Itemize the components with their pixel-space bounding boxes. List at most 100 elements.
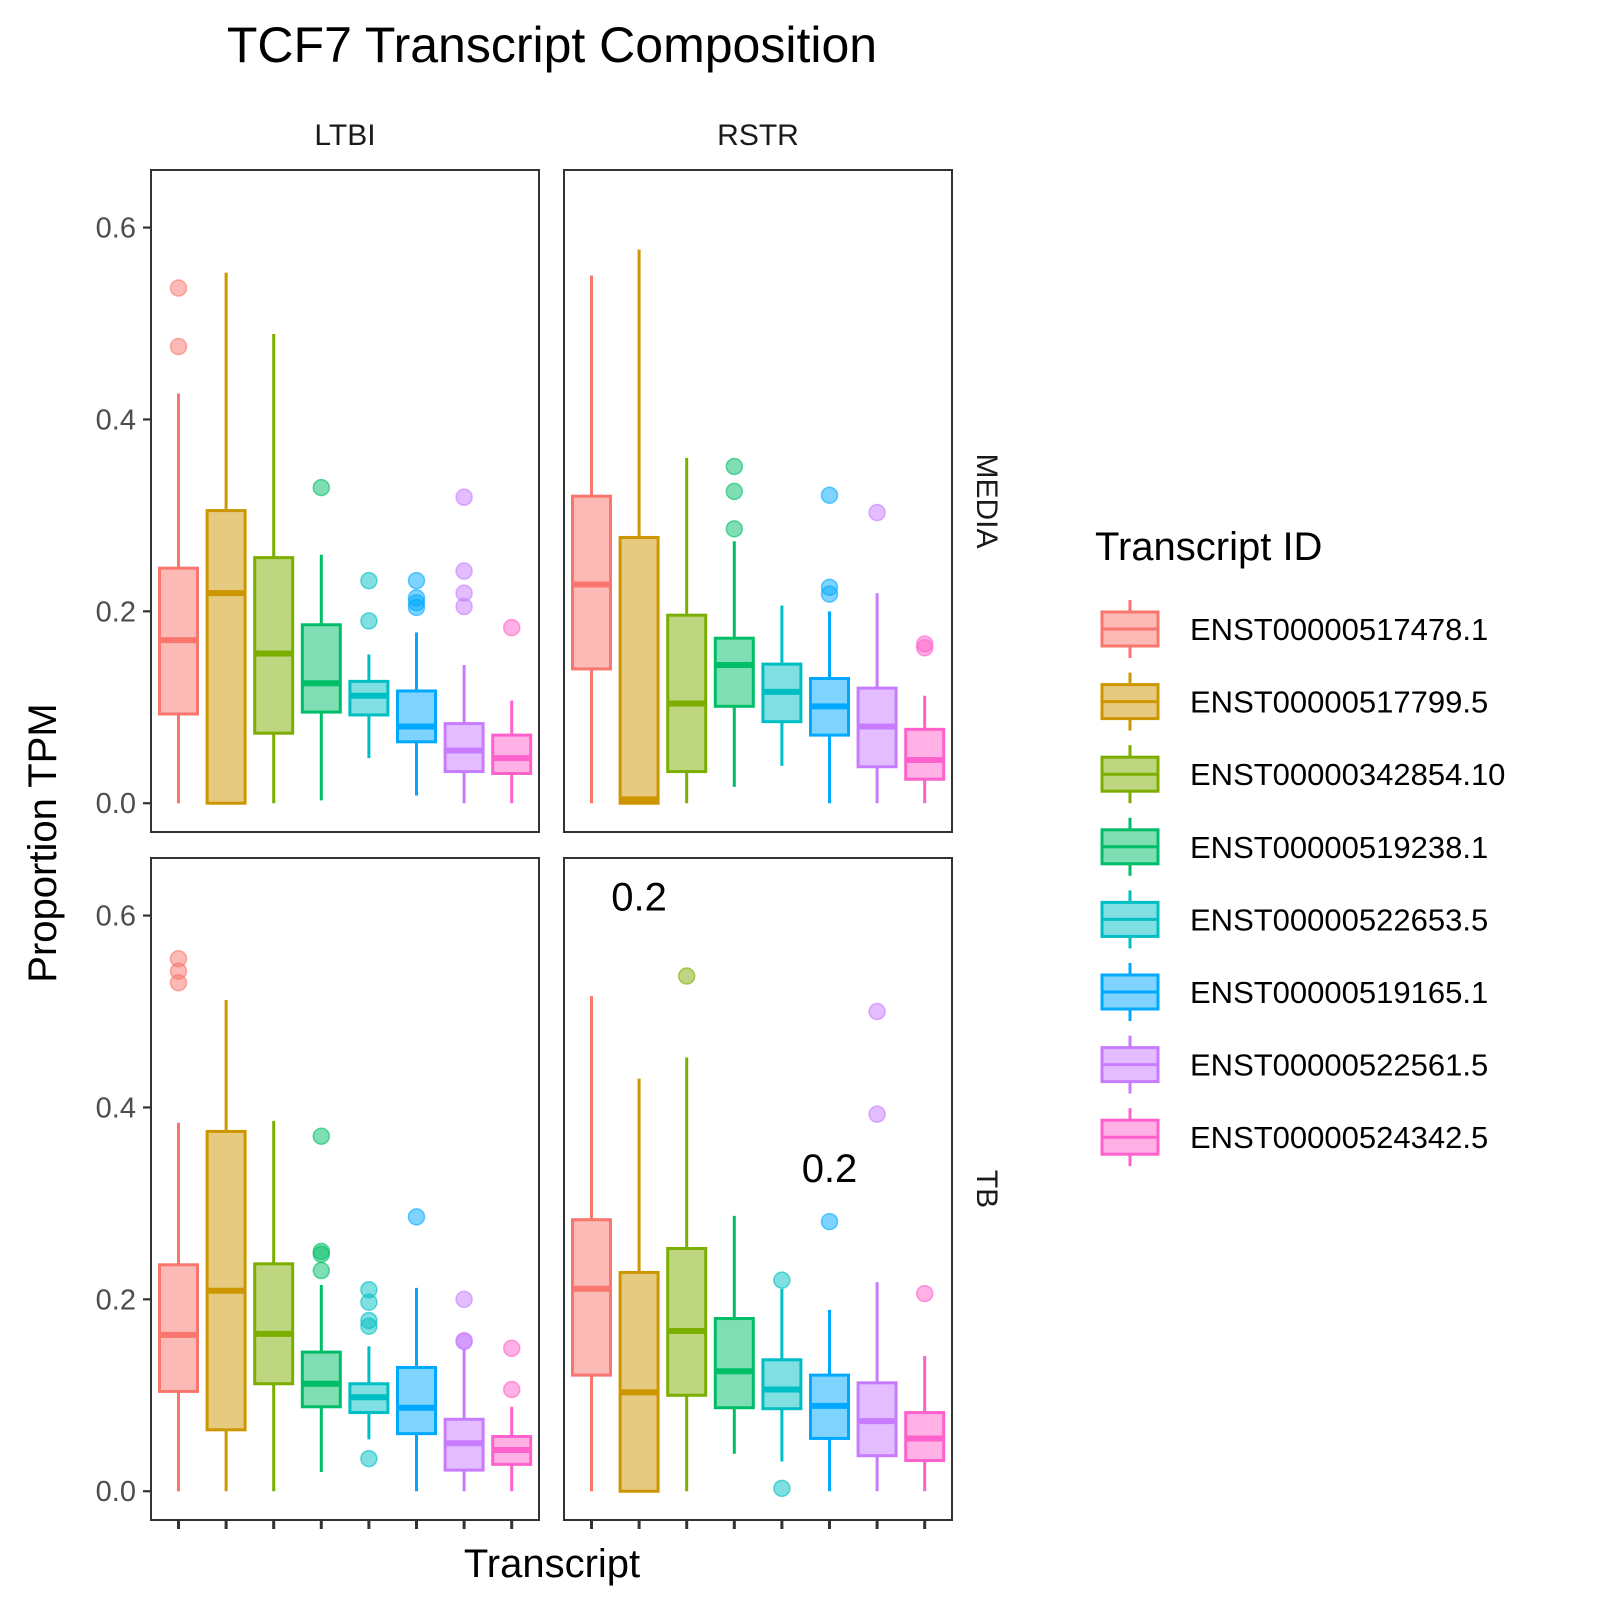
legend-item-ENST00000524342.5: ENST00000524342.5 [1100, 1108, 1488, 1167]
box-ENST00000517478.1 [158, 279, 199, 804]
chart-title: TCF7 Transcript Composition [227, 17, 877, 73]
box-iqr [158, 1263, 199, 1393]
box-ENST00000522561.5 [443, 488, 485, 804]
outlier-point [820, 486, 839, 504]
panel-ltbi-media [150, 169, 540, 833]
box-ENST00000519238.1 [300, 1127, 342, 1473]
legend-label: ENST00000519165.1 [1190, 975, 1488, 1010]
outlier-point [725, 520, 744, 538]
box-ENST00000519165.1 [396, 571, 437, 796]
box-ENST00000522653.5 [348, 571, 390, 759]
box-iqr [666, 613, 708, 774]
outlier-point [820, 1212, 839, 1231]
box-iqr [205, 509, 247, 805]
box-ENST00000342854.10 [666, 967, 708, 1492]
y-axis-title: Proportion TPM [21, 703, 65, 982]
legend-item-ENST00000517799.5: ENST00000517799.5 [1100, 672, 1488, 731]
legend: ENST00000517478.1 ENST00000517799.5 ENST00… [1100, 600, 1505, 1167]
box-iqr [618, 1270, 660, 1493]
panel-border [150, 169, 540, 833]
box-iqr [761, 1358, 803, 1411]
outlier-point [169, 949, 188, 968]
box-ENST00000517799.5 [205, 272, 247, 805]
legend-label: ENST00000519238.1 [1190, 830, 1488, 865]
outlier-point [312, 1127, 331, 1145]
outlier-point [455, 1290, 473, 1309]
outlier-point [725, 482, 744, 501]
box-ENST00000522561.5 [856, 503, 898, 804]
outlier-point [407, 589, 426, 607]
strip-label-ltbi: LTBI [314, 119, 375, 152]
box-iqr [666, 1246, 708, 1397]
outlier-point [312, 1261, 331, 1280]
outlier-point [312, 1242, 331, 1261]
box-ENST00000519238.1 [713, 1215, 755, 1454]
box-ENST00000342854.10 [666, 457, 708, 804]
y-tick-label: 0.6 [96, 901, 136, 933]
legend-item-ENST00000522653.5: ENST00000522653.5 [1100, 890, 1488, 949]
outlier-point [407, 571, 426, 590]
box-iqr [491, 733, 533, 775]
outlier-point [868, 1105, 886, 1123]
box-iqr [300, 623, 342, 714]
box-iqr [300, 1350, 342, 1409]
panel-ltbi-tb [150, 857, 540, 1521]
outlier-point [868, 503, 886, 522]
outlier-point [502, 1380, 521, 1399]
box-iqr [618, 535, 660, 805]
box-ENST00000522653.5 [761, 1271, 803, 1498]
outlier-point [455, 488, 473, 506]
box-ENST00000519238.1 [300, 478, 342, 801]
y-tick-label: 0.2 [96, 596, 136, 628]
box-iqr [571, 1218, 612, 1377]
box-ENST00000519165.1 [809, 486, 850, 804]
outlier-point [773, 1479, 791, 1498]
outlier-point [820, 578, 839, 597]
box-iqr [396, 689, 437, 744]
outlier-point [915, 1284, 934, 1303]
box-ENST00000524342.5 [904, 1284, 946, 1492]
outlier-point [773, 1271, 791, 1289]
x-axis-title: Transcript [464, 1542, 640, 1586]
y-tick-label: 0.0 [96, 788, 136, 820]
box-ENST00000517478.1 [571, 996, 612, 1492]
legend-label: ENST00000517799.5 [1190, 685, 1488, 720]
box-ENST00000519165.1 [809, 1212, 850, 1492]
box-ENST00000524342.5 [491, 1339, 533, 1492]
y-tick-label: 0.4 [96, 1092, 136, 1124]
outlier-point [407, 1208, 426, 1226]
legend-label: ENST00000522561.5 [1190, 1048, 1488, 1083]
box-ENST00000342854.10 [253, 1120, 295, 1492]
outlier-point [360, 612, 378, 630]
legend-label: ENST00000524342.5 [1190, 1120, 1488, 1155]
box-ENST00000519238.1 [713, 457, 755, 787]
box-iqr [904, 727, 946, 781]
box-ENST00000517799.5 [205, 999, 247, 1492]
legend-label: ENST00000522653.5 [1190, 902, 1488, 937]
outlier-point [502, 618, 521, 637]
legend-title: Transcript ID [1095, 525, 1322, 569]
box-ENST00000517799.5 [618, 249, 660, 805]
outlier-point [312, 478, 331, 497]
outlier-point [360, 1311, 378, 1330]
panel-border [563, 169, 953, 833]
box-ENST00000522653.5 [348, 1280, 390, 1468]
panel-rstr-tb: 0.2 0.2 [563, 857, 953, 1521]
outlier-point [502, 1339, 521, 1358]
strip-label-tb: TB [970, 1170, 1003, 1208]
box-iqr [713, 636, 755, 708]
outlier-point [725, 457, 744, 476]
legend-item-ENST00000519238.1: ENST00000519238.1 [1100, 817, 1488, 876]
annotation-label: 0.2 [802, 1147, 858, 1191]
box-ENST00000522653.5 [761, 605, 803, 766]
outlier-point [455, 584, 473, 602]
y-tick-label: 0.0 [96, 1476, 136, 1508]
box-ENST00000519165.1 [396, 1208, 437, 1492]
box-iqr [205, 1129, 247, 1432]
box-ENST00000524342.5 [904, 635, 946, 804]
box-iqr [713, 1317, 755, 1410]
box-ENST00000342854.10 [253, 334, 295, 804]
outlier-point [360, 1280, 378, 1299]
outlier-point [455, 562, 473, 580]
outlier-point [169, 279, 188, 297]
